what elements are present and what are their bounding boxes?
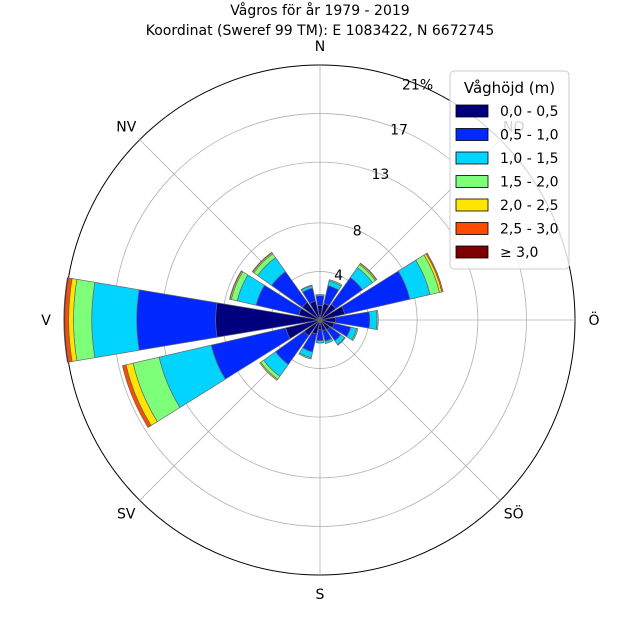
radial-tick-label: 17 bbox=[390, 122, 408, 138]
legend-swatch bbox=[455, 222, 489, 235]
bar-segment bbox=[425, 252, 444, 293]
radial-tick-label: 4 bbox=[334, 268, 343, 284]
legend-label: 0,5 - 1,0 bbox=[500, 128, 558, 144]
bar-segment bbox=[136, 289, 218, 351]
radial-tick-label: 13 bbox=[371, 167, 389, 183]
bar-segment bbox=[315, 295, 325, 307]
direction-label: S bbox=[316, 587, 325, 603]
bar-segment bbox=[298, 352, 312, 360]
bar-segment bbox=[375, 309, 379, 331]
chart-title: Vågros för år 1979 - 2019 bbox=[230, 2, 409, 19]
legend-label: 0,0 - 0,5 bbox=[500, 104, 558, 120]
legend-label: 1,0 - 1,5 bbox=[500, 151, 558, 167]
sector-bars bbox=[63, 251, 444, 428]
direction-label: SV bbox=[117, 507, 136, 523]
bar-segment bbox=[351, 328, 359, 342]
bar-segment bbox=[259, 361, 279, 381]
bar-segment bbox=[359, 262, 378, 281]
legend-swatch bbox=[455, 151, 489, 165]
chart-subtitle: Koordinat (Sweref 99 TM): E 1083422, N 6… bbox=[146, 23, 495, 39]
legend-box bbox=[449, 70, 570, 270]
legend-label: 2,0 - 2,5 bbox=[500, 198, 558, 214]
bar-segment bbox=[315, 339, 325, 344]
bar-segment bbox=[229, 270, 243, 300]
legend-swatch bbox=[455, 128, 489, 141]
bar-segment bbox=[121, 364, 152, 428]
direction-label: Ö bbox=[588, 311, 599, 329]
bar-segment bbox=[73, 278, 96, 362]
legend-label: 1,5 - 2,0 bbox=[500, 175, 558, 191]
legend: Våghöjd (m) 0,0 - 0,5 0,5 - 1,0 1,0 - 1,5 1,… bbox=[449, 70, 570, 270]
direction-label: NV bbox=[116, 119, 136, 135]
bar-segment bbox=[300, 284, 313, 291]
grid-spoke bbox=[319, 319, 501, 501]
bar-segment bbox=[324, 338, 334, 345]
direction-label: N bbox=[315, 39, 325, 55]
legend-swatch bbox=[455, 104, 489, 118]
legend-label: ≥ 3,0 bbox=[500, 245, 538, 261]
legend-title: Våghöjd (m) bbox=[464, 79, 555, 97]
radial-tick-labels: 4 8 13 17 21% bbox=[334, 77, 433, 284]
radial-tick-label: 21% bbox=[402, 77, 433, 93]
bar-segment bbox=[91, 281, 140, 359]
legend-label: 2,5 - 3,0 bbox=[500, 222, 558, 238]
bar-segment bbox=[315, 294, 325, 297]
direction-label: SÖ bbox=[504, 505, 524, 523]
bar-segment bbox=[63, 277, 69, 363]
bar-segment bbox=[328, 279, 343, 287]
legend-swatch bbox=[455, 245, 489, 259]
bar-segment bbox=[337, 337, 346, 346]
bar-segment bbox=[368, 310, 378, 330]
radial-tick-label: 8 bbox=[353, 223, 362, 239]
bar-segment bbox=[251, 251, 273, 273]
direction-label: V bbox=[41, 313, 51, 329]
legend-swatch bbox=[455, 175, 489, 188]
legend-swatch bbox=[455, 198, 489, 212]
